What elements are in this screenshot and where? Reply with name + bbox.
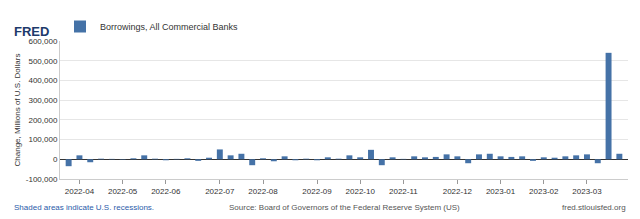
svg-text:100,000: 100,000 <box>28 135 57 144</box>
svg-text:600,000: 600,000 <box>28 37 57 46</box>
svg-text:2022-10: 2022-10 <box>346 187 376 196</box>
svg-text:2022-04: 2022-04 <box>65 187 95 196</box>
svg-text:500,000: 500,000 <box>28 57 57 66</box>
svg-text:-100,000: -100,000 <box>26 175 58 184</box>
svg-text:200,000: 200,000 <box>28 116 57 125</box>
svg-text:2022-11: 2022-11 <box>389 187 418 196</box>
svg-text:Shaded areas indicate U.S. rec: Shaded areas indicate U.S. recessions. <box>14 203 154 212</box>
svg-text:Source: Board of Governors of: Source: Board of Governors of the Federa… <box>229 203 460 212</box>
svg-text:2023-03: 2023-03 <box>572 187 602 196</box>
svg-text:FRED: FRED <box>14 24 49 39</box>
svg-text:400,000: 400,000 <box>28 76 57 85</box>
svg-text:fred.stlouisfed.org: fred.stlouisfed.org <box>562 203 626 212</box>
svg-text:2023-01: 2023-01 <box>486 187 516 196</box>
svg-text:2022-05: 2022-05 <box>108 187 138 196</box>
svg-text:2022-08: 2022-08 <box>248 187 278 196</box>
svg-text:Change, Millions of U.S. Dolla: Change, Millions of U.S. Dollars <box>13 54 22 167</box>
svg-text:2022-09: 2022-09 <box>302 187 332 196</box>
svg-text:Borrowings, All Commercial Ban: Borrowings, All Commercial Banks <box>100 22 238 32</box>
svg-text:2023-02: 2023-02 <box>529 187 559 196</box>
svg-text:300,000: 300,000 <box>28 96 57 105</box>
svg-text:2022-12: 2022-12 <box>443 187 473 196</box>
svg-text:2022-07: 2022-07 <box>205 187 235 196</box>
svg-text:2022-06: 2022-06 <box>151 187 181 196</box>
svg-text:0: 0 <box>53 155 58 164</box>
